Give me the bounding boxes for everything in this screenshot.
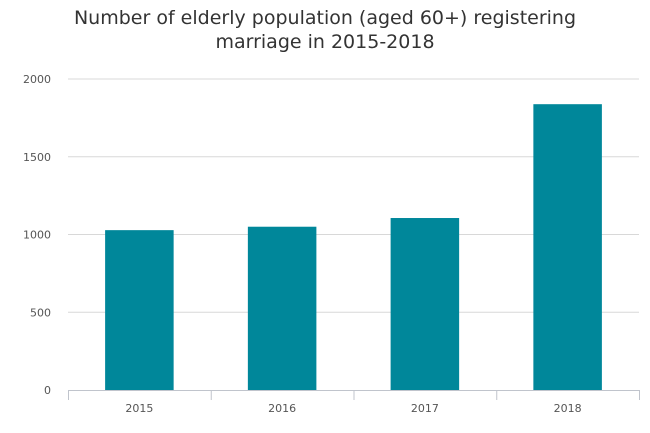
x-tick-label: 2015 xyxy=(125,402,153,415)
x-tick-label: 2016 xyxy=(268,402,296,415)
y-tick-label: 1500 xyxy=(23,151,51,164)
bar xyxy=(533,104,602,390)
chart-title: Number of elderly population (aged 60+) … xyxy=(0,6,650,54)
chart-title-line-1: Number of elderly population (aged 60+) … xyxy=(73,7,577,29)
bar xyxy=(390,218,460,390)
bars xyxy=(105,104,602,390)
bar xyxy=(105,230,174,390)
y-tick-label: 500 xyxy=(30,306,51,319)
y-tick-label: 2000 xyxy=(23,73,51,86)
chart-title-line-2: marriage in 2015-2018 xyxy=(215,31,435,53)
y-tick-label: 1000 xyxy=(23,229,51,242)
y-axis-ticks: 0 500 1000 1500 2000 xyxy=(23,73,51,397)
x-tick-label: 2018 xyxy=(554,402,582,415)
x-axis: 2015 2016 2017 2018 xyxy=(68,390,640,415)
bar xyxy=(247,226,317,390)
y-tick-label: 0 xyxy=(44,384,51,397)
x-tick-label: 2017 xyxy=(411,402,439,415)
